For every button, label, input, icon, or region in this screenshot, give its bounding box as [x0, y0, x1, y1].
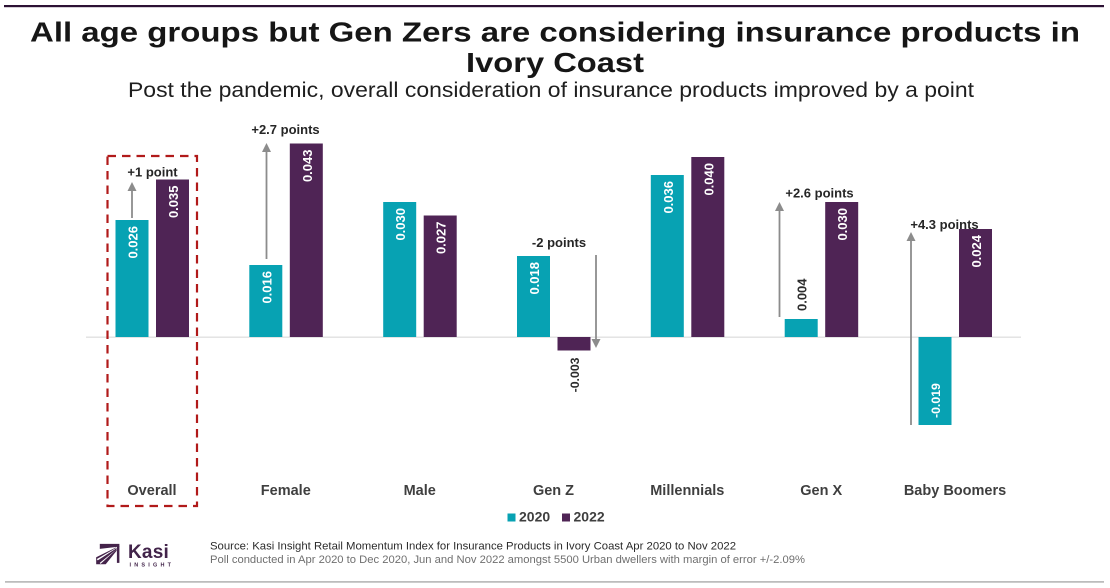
svg-text:0.026: 0.026 — [126, 226, 141, 259]
svg-text:Baby Boomers: Baby Boomers — [904, 483, 1006, 499]
svg-text:0.030: 0.030 — [835, 208, 850, 241]
svg-text:+2.7 points: +2.7 points — [251, 122, 319, 137]
svg-text:2022: 2022 — [574, 509, 605, 525]
svg-text:-0.003: -0.003 — [568, 357, 582, 392]
svg-text:0.035: 0.035 — [166, 186, 181, 219]
svg-text:Millennials: Millennials — [650, 483, 724, 499]
svg-text:0.016: 0.016 — [259, 271, 274, 304]
svg-text:+2.6 points: +2.6 points — [785, 186, 853, 201]
svg-text:0.004: 0.004 — [795, 278, 810, 311]
svg-text:Source: Kasi Insight Retail Mo: Source: Kasi Insight Retail Momentum Ind… — [210, 541, 736, 553]
svg-text:0.040: 0.040 — [701, 163, 716, 196]
svg-text:+1 point: +1 point — [127, 165, 178, 180]
svg-text:0.027: 0.027 — [434, 222, 449, 255]
svg-text:0.036: 0.036 — [661, 181, 676, 214]
svg-text:Female: Female — [261, 483, 311, 499]
svg-text:-0.019: -0.019 — [929, 383, 943, 418]
svg-text:0.043: 0.043 — [300, 150, 315, 183]
svg-text:-2 points: -2 points — [532, 235, 586, 250]
svg-text:2020: 2020 — [519, 509, 550, 525]
svg-text:Male: Male — [404, 483, 436, 499]
svg-text:Overall: Overall — [127, 483, 176, 499]
svg-text:INSIGHT: INSIGHT — [130, 563, 175, 569]
svg-text:Poll conducted in Apr 2020 to: Poll conducted in Apr 2020 to Dec 2020, … — [210, 554, 805, 566]
svg-text:+4.3 points: +4.3 points — [910, 217, 978, 232]
svg-text:All age groups but Gen Zers ar: All age groups but Gen Zers are consider… — [30, 17, 1080, 48]
svg-text:0.018: 0.018 — [527, 262, 542, 295]
svg-text:Gen X: Gen X — [800, 483, 842, 499]
svg-text:Gen Z: Gen Z — [533, 483, 574, 499]
svg-text:0.024: 0.024 — [969, 234, 984, 267]
svg-text:0.030: 0.030 — [393, 208, 408, 241]
svg-text:Ivory Coast: Ivory Coast — [466, 47, 644, 78]
svg-text:Kasi: Kasi — [128, 542, 169, 563]
svg-text:Post the pandemic, overall con: Post the pandemic, overall consideration… — [128, 79, 974, 102]
